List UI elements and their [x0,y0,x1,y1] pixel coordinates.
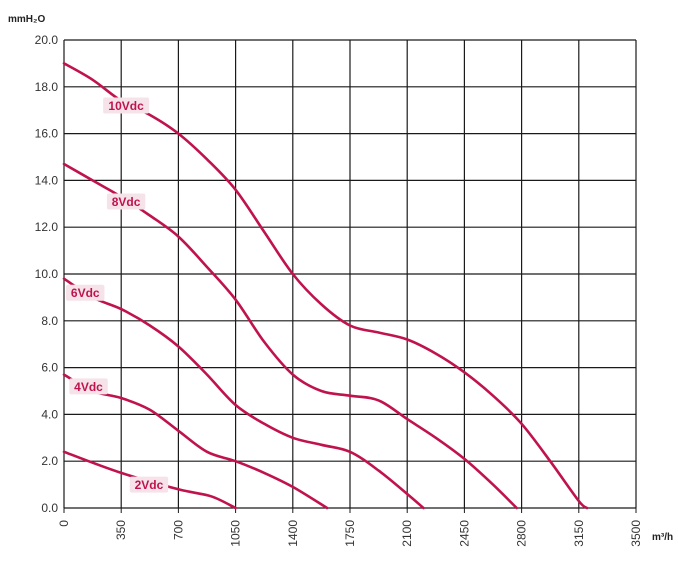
curve-6vdc [62,277,425,510]
curve-10vdc [62,62,589,510]
x-tick-label: 0 [57,520,71,527]
x-tick-label: 700 [171,520,185,540]
y-tick-labels: 0.0 2.0 4.0 6.0 8.0 10.0 12.0 14.0 16.0 18.0 20.0 [35,33,59,515]
curve-label-2vdc: 2Vdc [135,478,164,492]
curve-label-4vdc: 4Vdc [74,380,103,394]
curve-label-bg-2vdc [129,476,169,493]
curve-label-10vdc: 10Vdc [108,99,144,113]
curve-labels: 2Vdc 4Vdc 6Vdc 8Vdc 10Vdc [66,97,169,493]
y-tick-label: 14.0 [35,173,59,187]
x-tick-label: 2800 [515,520,529,547]
y-tick-label: 6.0 [41,361,58,375]
x-tick-label: 1750 [343,520,357,547]
y-tick-label: 0.0 [41,501,58,515]
grid [63,39,637,513]
x-tick-label: 3500 [629,520,643,547]
y-tick-label: 18.0 [35,80,59,94]
x-axis-unit-label: m³/h [652,532,673,543]
y-tick-label: 12.0 [35,220,59,234]
curve-label-bg-10vdc [103,97,150,114]
curves [62,62,589,510]
y-tick-label: 4.0 [41,407,58,421]
x-tick-labels: 0 350 700 1050 1400 1750 2100 2450 2800 3150 3500 [57,520,643,547]
curve-label-bg-4vdc [69,378,108,395]
curve-4vdc [62,373,329,510]
y-tick-label: 10.0 [35,267,59,281]
y-tick-label: 16.0 [35,127,59,141]
x-tick-label: 2450 [457,520,471,547]
curve-label-bg-6vdc [66,284,105,301]
curve-label-6vdc: 6Vdc [71,286,100,300]
y-tick-label: 8.0 [41,314,58,328]
x-tick-label: 1050 [229,520,243,547]
curve-label-8vdc: 8Vdc [112,195,141,209]
x-tick-label: 350 [114,520,128,540]
x-tick-label: 2100 [400,520,414,547]
x-tick-label: 1400 [286,520,300,547]
y-tick-label: 20.0 [35,33,59,47]
y-tick-label: 2.0 [41,454,58,468]
y-axis-unit-label: mmH₂O [8,14,45,25]
x-tick-label: 3150 [572,520,586,547]
curve-8vdc [62,162,518,510]
curve-2vdc [62,450,237,510]
curve-label-bg-8vdc [106,193,146,210]
